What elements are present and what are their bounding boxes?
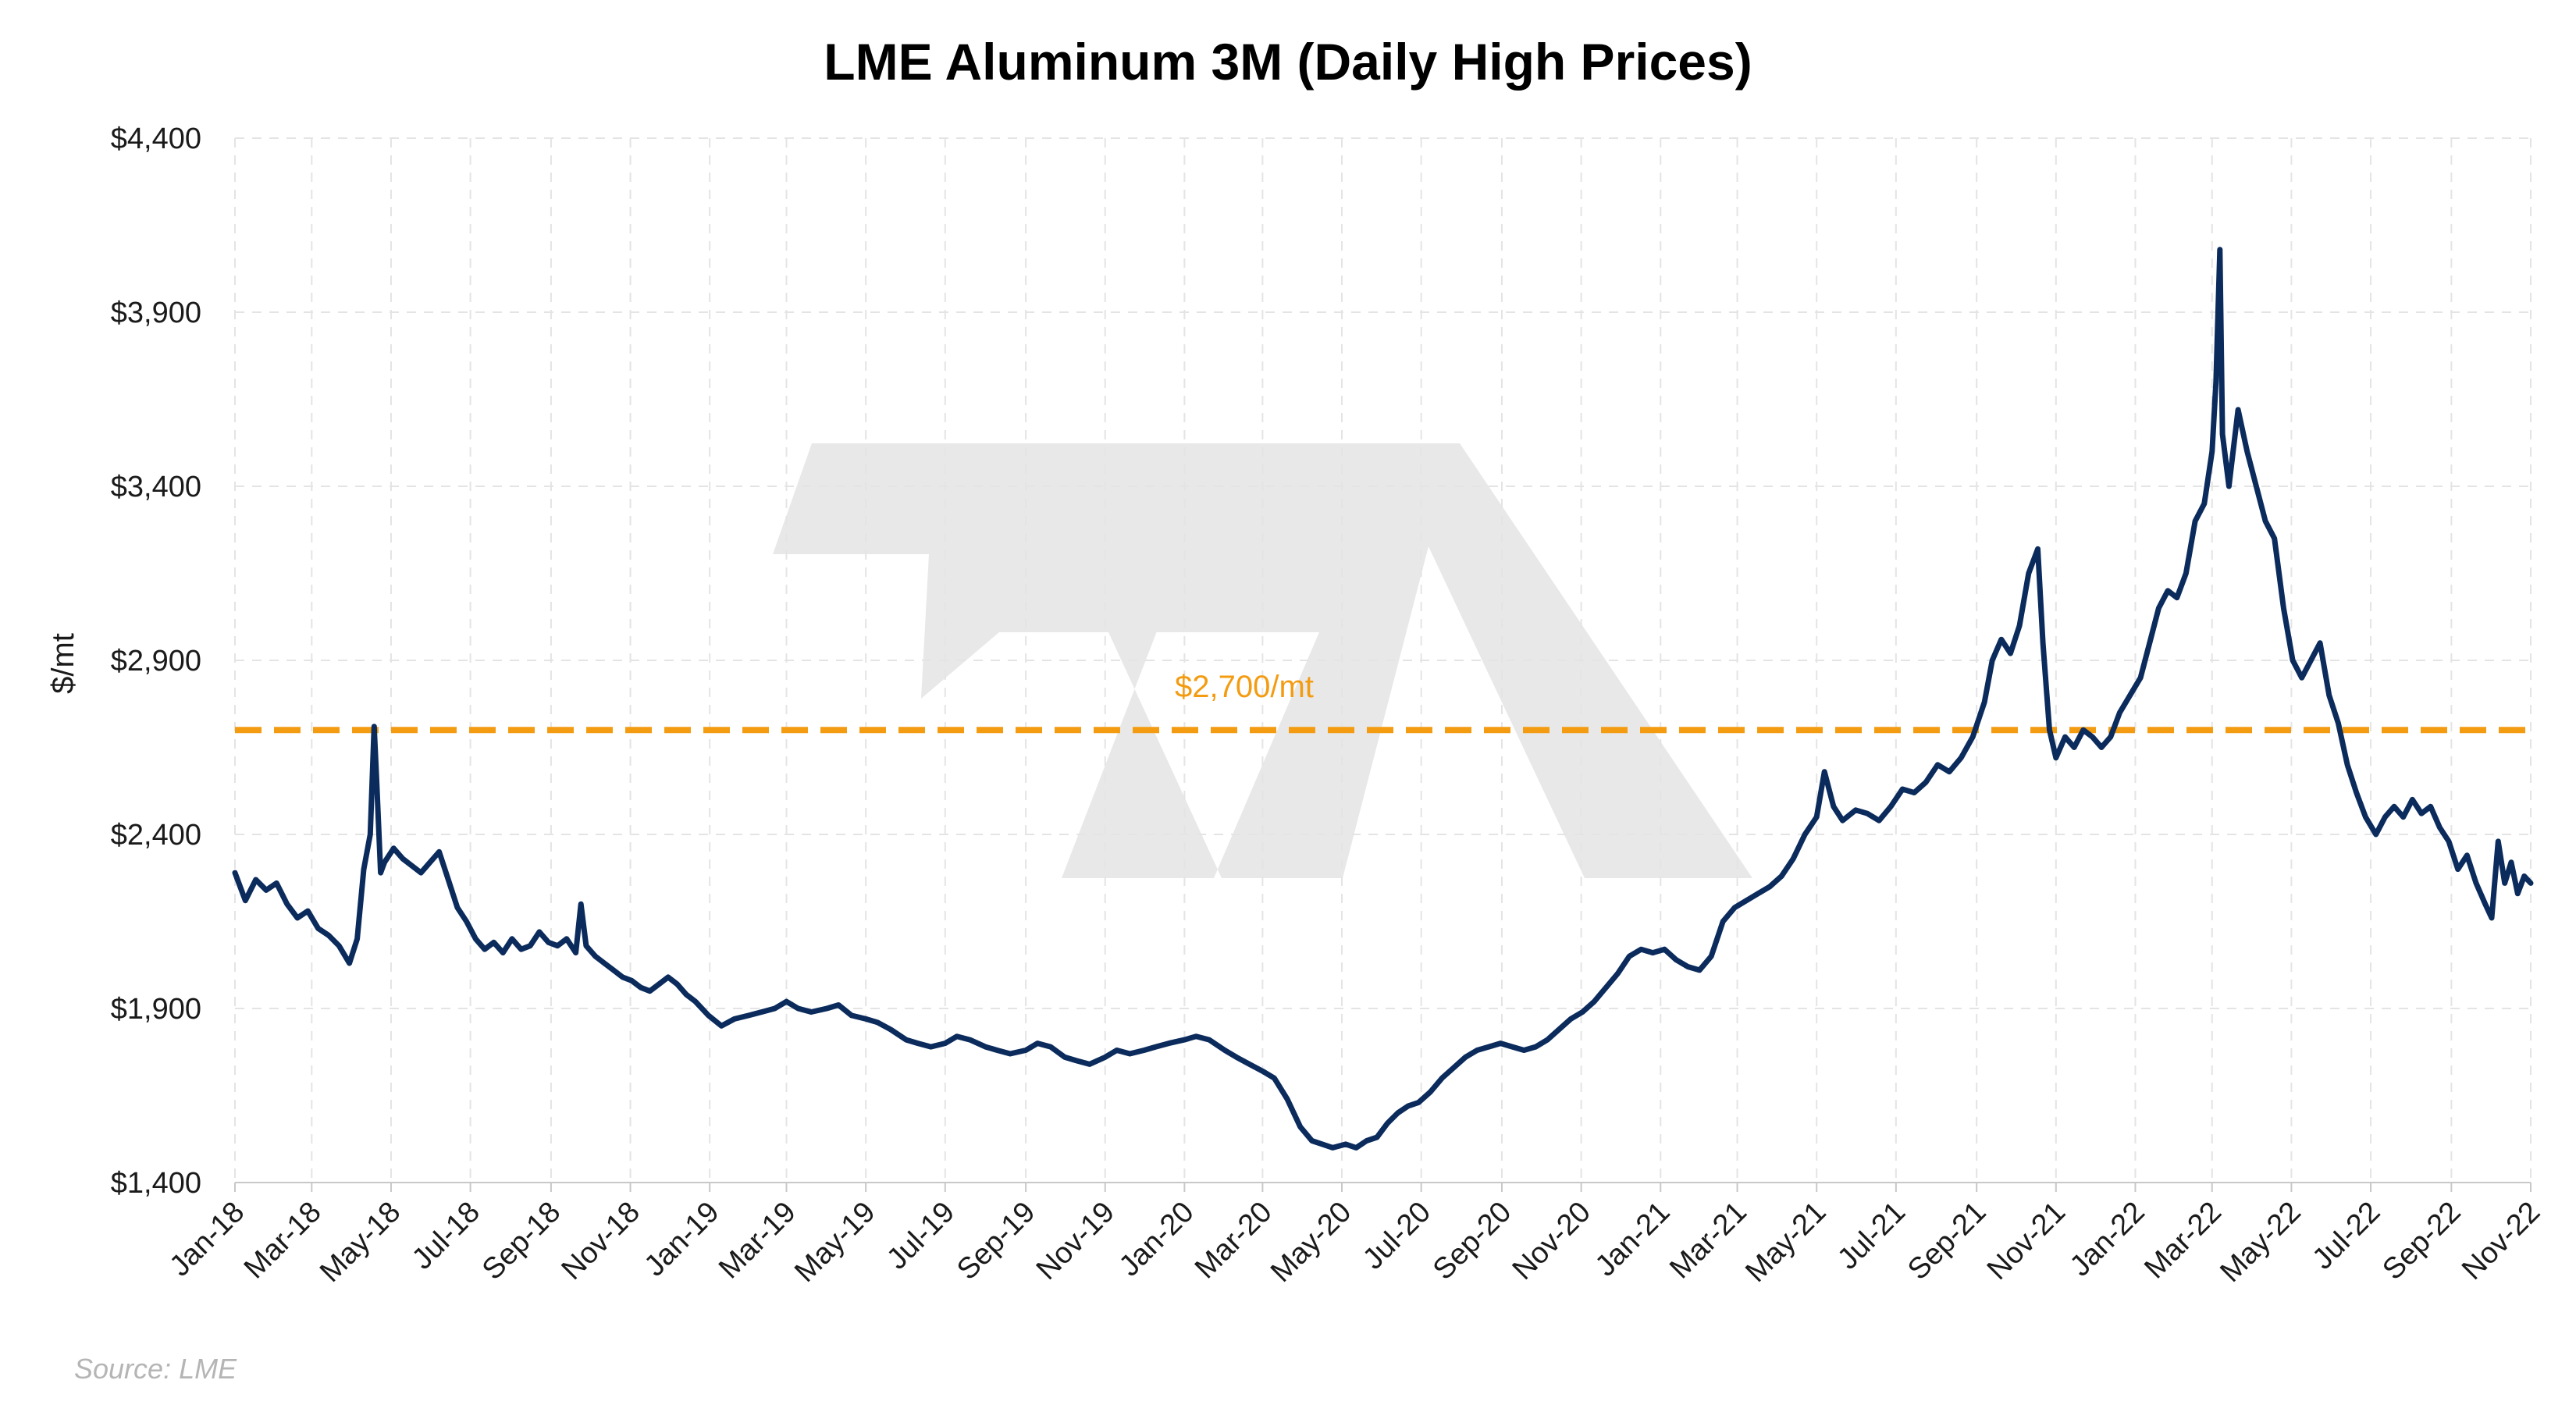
x-axis: Jan-18Mar-18May-18Jul-18Sep-18Nov-18Jan-…	[163, 1196, 2546, 1289]
x-tick-label: Jan-18	[163, 1196, 251, 1283]
x-tick-label: Jul-22	[2307, 1196, 2387, 1276]
x-tick-label: May-19	[788, 1196, 881, 1289]
x-tick-label: Sep-21	[1902, 1196, 1992, 1286]
y-tick-label: $3,900	[111, 297, 201, 329]
x-tick-label: Mar-21	[1663, 1196, 1753, 1286]
x-tick-label: Nov-18	[556, 1196, 646, 1286]
chart-title: LME Aluminum 3M (Daily High Prices)	[824, 33, 1752, 91]
x-tick-label: Jan-19	[639, 1196, 726, 1283]
x-tick-label: Jan-21	[1589, 1196, 1677, 1283]
x-tick-label: Mar-20	[1189, 1196, 1279, 1286]
x-tick-label: Nov-19	[1030, 1196, 1121, 1286]
y-tick-label: $1,900	[111, 993, 201, 1026]
x-tick-label: Mar-19	[713, 1196, 802, 1286]
x-tick-label: Sep-18	[476, 1196, 567, 1286]
y-tick-label: $4,400	[111, 123, 201, 155]
reference-line-label: $2,700/mt	[1175, 670, 1314, 704]
x-tick-label: Mar-22	[2138, 1196, 2228, 1286]
x-tick-label: Nov-21	[1981, 1196, 2072, 1286]
series-line	[232, 247, 2534, 1151]
y-tick-label: $1,400	[111, 1167, 201, 1200]
x-tick-label: Jul-19	[881, 1196, 961, 1276]
y-axis-label: $/mt	[46, 633, 80, 694]
x-tick-label: Sep-19	[951, 1196, 1041, 1286]
x-tick-label: Sep-20	[1427, 1196, 1517, 1286]
x-tick-label: Mar-18	[238, 1196, 328, 1286]
x-tick-label: Jan-20	[1113, 1196, 1201, 1283]
x-tick-label: Nov-22	[2456, 1196, 2546, 1286]
x-tick-label: May-20	[1265, 1196, 1357, 1289]
y-tick-label: $2,900	[111, 645, 201, 678]
watermark-logo	[773, 443, 1752, 878]
source-note: Source: LME	[74, 1353, 237, 1385]
x-tick-label: Jul-21	[1831, 1196, 1912, 1276]
x-tick-label: Jul-20	[1357, 1196, 1437, 1276]
y-tick-label: $2,400	[111, 819, 201, 852]
x-tick-label: May-18	[314, 1196, 407, 1289]
y-tick-label: $3,400	[111, 471, 201, 503]
x-tick-label: Jul-18	[406, 1196, 486, 1276]
x-tick-label: Nov-20	[1507, 1196, 1597, 1286]
x-tick-label: Jan-22	[2064, 1196, 2151, 1283]
grid	[234, 137, 2532, 1192]
y-axis: $1,400 $1,900 $2,400 $2,900 $3,400 $3,900 $4,4…	[111, 123, 201, 1200]
x-tick-label: May-21	[1739, 1196, 1832, 1289]
x-tick-label: May-22	[2214, 1196, 2307, 1289]
x-tick-label: Sep-22	[2376, 1196, 2467, 1286]
